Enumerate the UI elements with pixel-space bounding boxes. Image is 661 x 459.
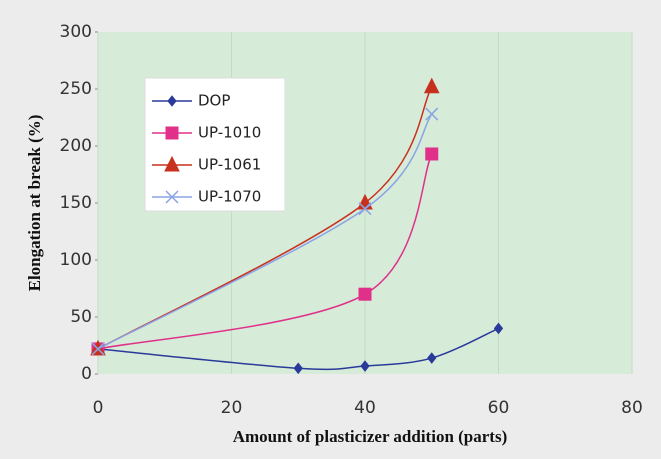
legend-marker [167, 95, 177, 107]
legend-marker [165, 126, 179, 140]
legend-label: UP-1070 [198, 188, 261, 206]
marker [423, 77, 440, 94]
series-line [97, 113, 433, 350]
y-tick-label: 150 [60, 193, 92, 213]
legend-label: UP-1061 [198, 156, 261, 174]
y-tick-label: 250 [60, 79, 92, 99]
y-axis-label: Elongation at break (%) [25, 115, 44, 292]
legend-label: DOP [198, 92, 230, 110]
y-tick-label: 300 [60, 22, 92, 42]
legend-marker [164, 155, 180, 172]
x-tick-label: 40 [354, 398, 376, 418]
marker [360, 360, 370, 372]
x-tick-label: 80 [621, 398, 643, 418]
marker [427, 352, 437, 364]
x-tick-label: 20 [221, 398, 243, 418]
marker [493, 322, 504, 335]
marker [293, 362, 303, 375]
x-tick-label: 0 [93, 398, 104, 418]
x-axis-label: Amount of plasticizer addition (parts) [233, 427, 508, 446]
legend-marker [165, 190, 179, 204]
marker [425, 147, 439, 161]
y-tick-label: 50 [70, 307, 92, 327]
marker [358, 202, 372, 216]
y-tick-label: 200 [60, 136, 92, 156]
marker [425, 107, 439, 121]
y-tick-label: 0 [81, 364, 92, 384]
legend-label: UP-1010 [198, 124, 261, 142]
legend: DOP UP-1010 UP-1061 UP-1070 [144, 77, 286, 212]
y-tick-label: 100 [60, 250, 92, 270]
series-line [97, 327, 499, 371]
marker [91, 342, 105, 356]
x-tick-label: 60 [488, 398, 510, 418]
marker [358, 287, 372, 301]
